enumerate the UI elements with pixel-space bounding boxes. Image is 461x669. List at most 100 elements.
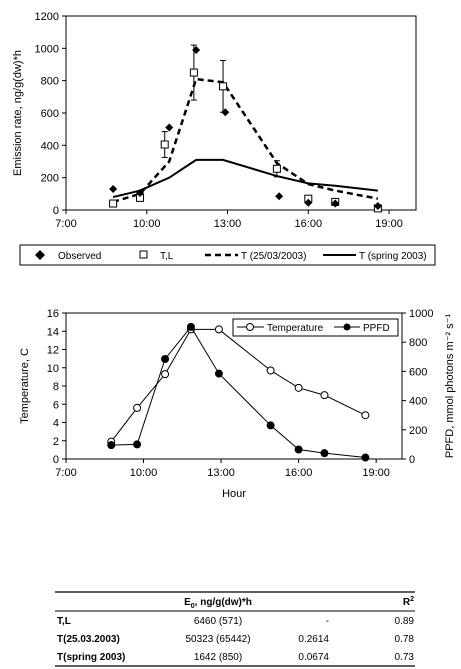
chart2-legend: Temperature PPFD xyxy=(232,318,399,337)
table-header-e0: E0, ng/g(dw)*h xyxy=(184,597,252,610)
chart1-marks xyxy=(109,44,382,213)
legend-observed-label: Observed xyxy=(58,251,101,262)
chart2-x-tick-label: 7:00 xyxy=(55,467,76,479)
data-point-observed xyxy=(192,45,201,54)
table-row-label: T,L xyxy=(57,616,71,627)
chart1-y-tick-label: 200 xyxy=(41,173,59,185)
chart1-x-ticks: 7:00 10:00 13:00 16:00 19:00 xyxy=(55,210,403,230)
data-point-ppfd xyxy=(214,369,223,378)
legend-observed-marker xyxy=(35,250,45,260)
chart1-x-tick-label: 19:00 xyxy=(375,218,403,230)
legend-frame xyxy=(19,244,436,266)
legend-tl-marker xyxy=(139,250,148,259)
series-line-ppfd xyxy=(111,325,366,459)
data-point-ppfd xyxy=(107,441,116,450)
legend-ppfd-label: PPFD xyxy=(363,323,390,334)
legend-temperature-marker xyxy=(246,323,254,331)
data-point-observed xyxy=(373,201,382,210)
table-row-e0: 50323 (65442) xyxy=(185,634,250,645)
table-row-e0: 1642 (850) xyxy=(194,652,242,663)
legend-tl-label: T,L xyxy=(160,251,174,262)
legend-tspring-label: T (spring 2003) xyxy=(359,251,427,262)
table-row-r2: 0.89 xyxy=(395,616,415,627)
data-point-observed xyxy=(221,108,230,117)
data-point-ppfd xyxy=(266,421,275,430)
chart2-y-tick-label: 8 xyxy=(53,381,59,393)
chart2-y2-tick-label: 800 xyxy=(409,337,427,349)
table-row-label: T(25.03.2003) xyxy=(57,634,120,645)
table-row-e0: 6460 (571) xyxy=(194,616,242,627)
chart2-y2-tick-label: 600 xyxy=(409,366,427,378)
emission-rate-chart: 0 200 400 600 800 1000 1200 7:00 10:00 13:00 16:0… xyxy=(12,11,417,230)
legend-t2503-label: T (25/03/2003) xyxy=(241,251,306,262)
data-point-temperature xyxy=(161,370,170,379)
data-point-observed xyxy=(136,189,145,198)
chart2-legend-frame xyxy=(232,318,399,337)
chart1-x-tick-label: 7:00 xyxy=(55,218,76,230)
chart1-y-tick-label: 1000 xyxy=(35,43,59,55)
chart1-y-tick-label: 0 xyxy=(53,205,59,217)
chart2-y-tick-label: 10 xyxy=(47,363,59,375)
chart2-y-axis-label: Temperature, C xyxy=(19,348,31,424)
data-point-ppfd xyxy=(320,449,329,458)
data-point-observed xyxy=(275,192,284,201)
data-point-tl xyxy=(189,68,198,77)
table-header-r2: R2 xyxy=(403,596,414,608)
chart2-y2-tick-label: 0 xyxy=(409,454,415,466)
legend-temperature-label: Temperature xyxy=(267,323,324,334)
chart2-x-tick-label: 19:00 xyxy=(362,467,390,479)
chart2-y-tick-label: 12 xyxy=(47,345,59,357)
chart1-y-axis-label: Emission rate, ng/g(dw)*h xyxy=(12,50,24,176)
chart2-y-ticks: 0 2 4 6 8 10 12 14 16 xyxy=(47,308,66,466)
chart1-x-tick-label: 16:00 xyxy=(295,218,323,230)
chart2-y-tick-label: 16 xyxy=(47,308,59,320)
chart2-x-tick-label: 13:00 xyxy=(207,467,235,479)
data-point-tl xyxy=(109,199,118,208)
series-line-t-25-03-2003- xyxy=(112,77,379,204)
data-point-observed xyxy=(331,199,340,208)
parameter-table: E0, ng/g(dw)*h R2 T,L 6460 (571) - 0.89 … xyxy=(55,591,415,667)
data-point-tl xyxy=(160,140,169,149)
table-row-beta: - xyxy=(326,616,329,627)
chart1-y-tick-label: 600 xyxy=(41,108,59,120)
chart2-y-tick-label: 0 xyxy=(53,454,59,466)
data-point-temperature xyxy=(133,403,142,412)
chart1-plot-frame xyxy=(65,15,417,211)
chart1-y-tick-label: 800 xyxy=(41,76,59,88)
chart2-y2-tick-label: 1000 xyxy=(409,308,433,320)
series-line-t-spring-2003- xyxy=(112,158,378,199)
data-point-tl xyxy=(219,82,228,91)
chart2-y-tick-label: 2 xyxy=(53,436,59,448)
data-point-observed xyxy=(109,184,118,193)
table-row-r2: 0.78 xyxy=(395,634,415,645)
chart1-x-tick-label: 13:00 xyxy=(214,218,242,230)
temperature-ppfd-chart: 0 2 4 6 8 10 12 14 16 0 200 400 600 800 1000 7:00 10:0… xyxy=(19,308,456,500)
chart2-y2-tick-label: 400 xyxy=(409,396,427,408)
table-row-label: T(spring 2003) xyxy=(57,652,125,663)
chart2-y2-tick-label: 200 xyxy=(409,425,427,437)
chart2-y-tick-label: 6 xyxy=(53,399,59,411)
chart2-x-tick-label: 16:00 xyxy=(285,467,313,479)
data-point-temperature xyxy=(294,383,303,392)
data-point-temperature xyxy=(361,411,370,420)
chart1-legend: Observed T,L T (25/03/2003) T (spring 20… xyxy=(19,244,436,266)
table-row-beta: 0.0674 xyxy=(298,652,329,663)
chart2-x-axis-label: Hour xyxy=(222,488,246,500)
chart2-y2-ticks: 0 200 400 600 800 1000 xyxy=(402,308,433,466)
data-point-ppfd xyxy=(161,354,170,363)
legend-ppfd-marker xyxy=(343,323,351,331)
data-point-tl xyxy=(272,164,281,173)
chart2-y-tick-label: 4 xyxy=(53,418,59,430)
data-point-temperature xyxy=(266,366,275,375)
chart1-y-tick-label: 1200 xyxy=(35,11,59,23)
table-row-beta: 0.2614 xyxy=(298,634,329,645)
chart2-marks xyxy=(107,322,370,462)
data-point-observed xyxy=(304,198,313,207)
chart2-y-tick-label: 14 xyxy=(47,326,59,338)
chart1-y-ticks: 0 200 400 600 800 1000 1200 xyxy=(35,11,66,217)
data-point-temperature xyxy=(320,391,329,400)
chart2-x-ticks: 7:00 10:00 13:00 16:00 19:00 xyxy=(55,459,390,479)
table-row-r2: 0.73 xyxy=(395,652,415,663)
data-point-observed xyxy=(165,123,174,132)
